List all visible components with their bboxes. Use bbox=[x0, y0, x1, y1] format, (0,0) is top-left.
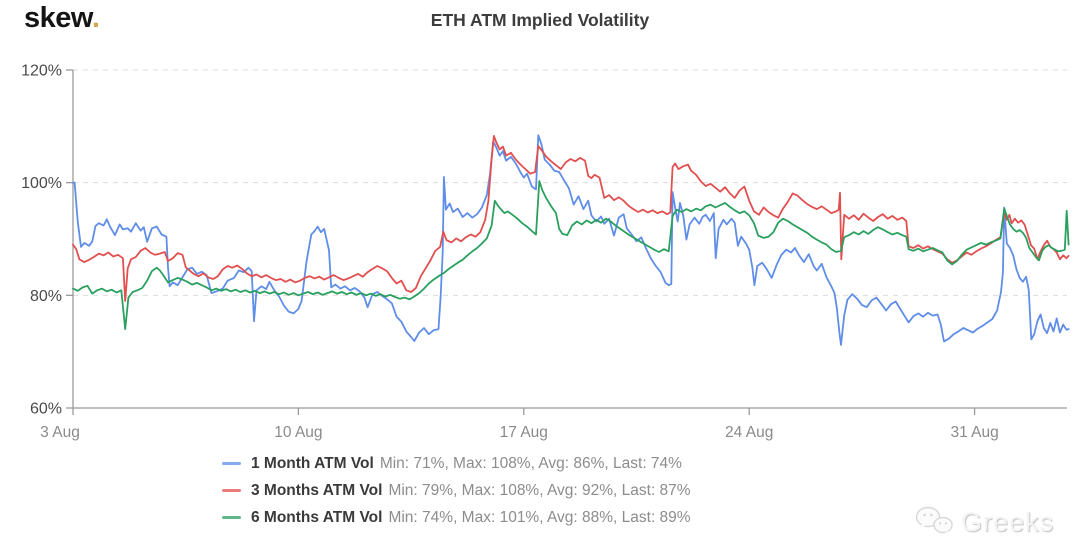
x-tick-label: 10 Aug bbox=[274, 424, 322, 441]
legend-item-1-month-atm-vol[interactable]: 1 Month ATM Vol Min: 71%, Max: 108%, Avg:… bbox=[222, 450, 691, 477]
legend-swatch-icon bbox=[222, 516, 241, 519]
legend-label: 3 Months ATM Vol bbox=[251, 481, 383, 499]
y-tick-label: 100% bbox=[21, 175, 62, 192]
x-tick-label: 24 Aug bbox=[725, 424, 773, 441]
legend-swatch-icon bbox=[222, 462, 241, 465]
series-line-3-months-atm-vol bbox=[72, 135, 1070, 302]
y-tick-label: 80% bbox=[30, 288, 62, 305]
y-tick-label: 60% bbox=[30, 401, 62, 418]
legend-swatch-icon bbox=[222, 489, 241, 492]
legend-item-3-months-atm-vol[interactable]: 3 Months ATM Vol Min: 79%, Max: 108%, Avg… bbox=[222, 477, 691, 504]
legend-label: 1 Month ATM Vol bbox=[251, 454, 374, 472]
legend-stats: Min: 71%, Max: 108%, Avg: 86%, Last: 74% bbox=[379, 454, 682, 472]
series-line-1-month-atm-vol bbox=[72, 134, 1070, 346]
series-line-6-months-atm-vol bbox=[72, 180, 1070, 330]
greeks-watermark: Greeks bbox=[914, 505, 1054, 539]
legend-stats: Min: 74%, Max: 101%, Avg: 88%, Last: 89% bbox=[388, 508, 691, 526]
chart-title: ETH ATM Implied Volatility bbox=[430, 10, 650, 30]
x-tick-label: 31 Aug bbox=[950, 424, 998, 441]
legend-stats: Min: 79%, Max: 108%, Avg: 92%, Last: 87% bbox=[388, 481, 691, 499]
skew-logo-dot: . bbox=[91, 2, 100, 34]
x-tick-label: 17 Aug bbox=[500, 424, 548, 441]
watermark-text: Greeks bbox=[960, 506, 1054, 537]
x-tick-label: 3 Aug bbox=[40, 424, 80, 441]
skew-logo: skew. bbox=[24, 2, 100, 35]
legend-label: 6 Months ATM Vol bbox=[251, 508, 383, 526]
chart-legend: 1 Month ATM Vol Min: 71%, Max: 108%, Avg:… bbox=[222, 450, 691, 531]
legend-item-6-months-atm-vol[interactable]: 6 Months ATM Vol Min: 74%, Max: 101%, Avg… bbox=[222, 504, 691, 531]
wechat-icon bbox=[915, 506, 953, 535]
y-tick-label: 120% bbox=[21, 63, 62, 80]
skew-logo-text: skew bbox=[24, 2, 92, 34]
